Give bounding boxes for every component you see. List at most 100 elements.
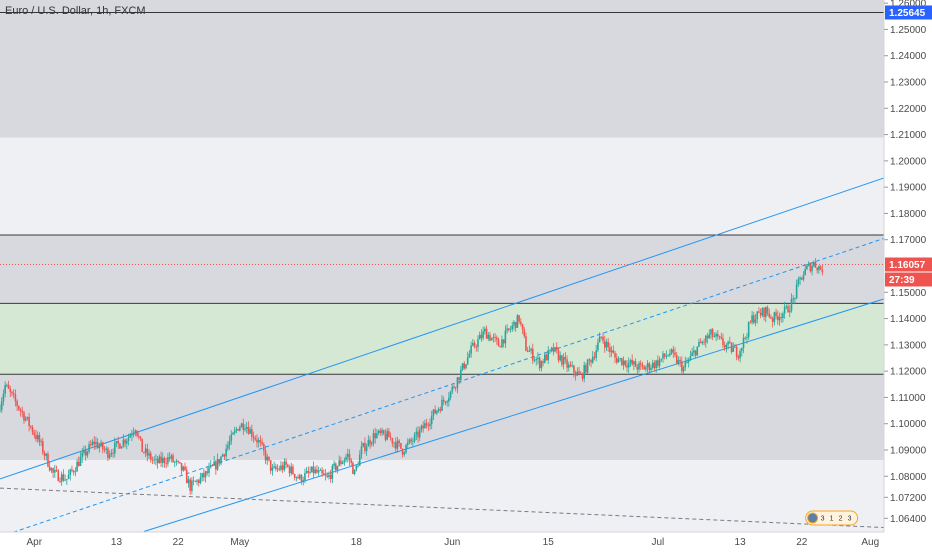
candle: [665, 350, 668, 360]
candle: [545, 353, 548, 361]
candle: [257, 437, 260, 448]
candle: [672, 345, 675, 358]
candle: [655, 359, 657, 373]
candle-body: [783, 306, 786, 314]
candle-body: [45, 453, 48, 456]
candle: [38, 432, 41, 446]
candle: [357, 461, 359, 468]
candle-body: [562, 357, 565, 365]
candle-body: [67, 474, 70, 480]
candle: [309, 466, 311, 475]
candle-body: [396, 440, 399, 449]
candle: [675, 352, 678, 365]
candle-body: [578, 371, 580, 374]
candle: [496, 335, 498, 345]
candle: [247, 421, 250, 435]
candle-body: [405, 445, 407, 453]
channel-line-0[interactable]: [0, 177, 885, 480]
candle: [331, 463, 334, 484]
candle-body: [454, 387, 457, 389]
candle: [525, 332, 527, 352]
candle: [240, 422, 243, 428]
candle: [795, 279, 798, 300]
candle: [742, 333, 745, 354]
candle-body: [773, 312, 776, 322]
candle-body: [55, 470, 58, 471]
candle: [261, 438, 263, 446]
candle: [537, 352, 539, 365]
candle: [268, 456, 270, 462]
candle: [482, 326, 484, 341]
candle-body: [567, 364, 570, 368]
candle-body: [160, 456, 162, 463]
candle: [179, 461, 181, 464]
candle-body: [201, 473, 203, 478]
candle: [374, 427, 376, 444]
events-flag-icon[interactable]: [807, 512, 819, 524]
candle-body: [502, 339, 505, 344]
candle: [509, 326, 512, 333]
candle-body: [259, 440, 262, 443]
candle-body: [641, 364, 644, 367]
candle-body: [96, 441, 99, 449]
candle-body: [360, 446, 363, 455]
candle-body: [424, 423, 426, 429]
candle: [372, 429, 375, 447]
candle-body: [180, 463, 183, 471]
candle-body: [36, 435, 39, 440]
events-marker-pill[interactable]: [805, 510, 859, 526]
candle-body: [802, 275, 805, 280]
candle-body: [139, 436, 142, 439]
candle: [292, 464, 294, 475]
candle-body: [699, 341, 702, 344]
candle-body: [725, 344, 728, 348]
candle-body: [321, 469, 323, 474]
candle-body: [54, 470, 56, 473]
candle-body: [324, 474, 327, 476]
candle: [427, 422, 430, 432]
candle: [461, 362, 464, 372]
candle: [227, 441, 229, 451]
candle-body: [812, 262, 815, 266]
channel-lines-layer: [0, 177, 885, 538]
candle: [134, 429, 137, 437]
candle: [706, 332, 709, 344]
candle: [235, 426, 238, 434]
candle: [754, 313, 757, 327]
candle-body: [494, 336, 496, 338]
candle: [660, 358, 663, 363]
candle-body: [667, 355, 669, 357]
candle-body: [645, 367, 647, 370]
price-label: 1.21000: [890, 130, 927, 141]
candle: [120, 445, 123, 449]
candle-body: [437, 408, 440, 411]
candle-body: [670, 349, 673, 354]
candle-body: [412, 441, 414, 442]
candle-body: [112, 452, 114, 454]
candle: [266, 453, 269, 465]
candle: [473, 340, 476, 349]
time-label: 15: [543, 537, 555, 548]
candle-body: [9, 388, 12, 392]
price-badge-bg: [885, 5, 932, 20]
candle-body: [120, 446, 123, 449]
candle-body: [526, 350, 529, 352]
candle: [615, 353, 618, 365]
candle: [454, 386, 457, 392]
candle: [501, 335, 503, 349]
candle-body: [442, 399, 445, 402]
candle: [137, 432, 140, 440]
candle-body: [218, 459, 221, 464]
candle-body: [334, 463, 337, 471]
candle: [30, 425, 32, 430]
candle: [607, 337, 609, 352]
trend-line-0[interactable]: [0, 487, 885, 529]
channel-line-1[interactable]: [0, 237, 885, 538]
channel-line-2[interactable]: [143, 298, 885, 532]
candle-body: [547, 350, 550, 361]
candle-body: [391, 438, 394, 444]
candle-body: [42, 441, 44, 453]
candle: [136, 430, 138, 438]
